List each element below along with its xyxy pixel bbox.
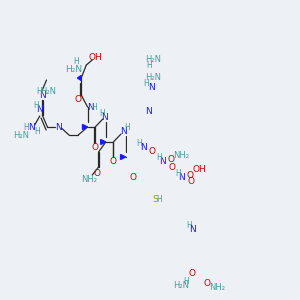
Text: O: O bbox=[187, 170, 194, 179]
Polygon shape bbox=[178, 200, 184, 205]
Text: O: O bbox=[94, 169, 101, 178]
Text: H: H bbox=[33, 100, 39, 109]
Text: N: N bbox=[146, 107, 152, 116]
Text: O: O bbox=[149, 148, 156, 157]
Text: H: H bbox=[143, 79, 149, 88]
Text: H: H bbox=[186, 221, 192, 230]
Text: H: H bbox=[156, 196, 162, 205]
Text: H: H bbox=[36, 86, 42, 95]
Text: N: N bbox=[190, 226, 196, 235]
Text: H: H bbox=[99, 109, 105, 118]
Polygon shape bbox=[82, 124, 88, 130]
Text: N: N bbox=[120, 128, 127, 136]
Text: H: H bbox=[136, 139, 142, 148]
Text: H: H bbox=[124, 124, 130, 133]
Text: S: S bbox=[153, 196, 159, 205]
Polygon shape bbox=[121, 154, 126, 160]
Text: N: N bbox=[148, 82, 154, 91]
Text: H: H bbox=[23, 124, 29, 133]
Text: H: H bbox=[175, 169, 181, 178]
Polygon shape bbox=[77, 76, 81, 80]
Text: N: N bbox=[87, 103, 94, 112]
Text: H₂N: H₂N bbox=[13, 131, 29, 140]
Text: O: O bbox=[168, 163, 175, 172]
Text: N: N bbox=[159, 158, 166, 166]
Text: H₂N: H₂N bbox=[40, 86, 56, 95]
Text: O: O bbox=[92, 143, 99, 152]
Text: H: H bbox=[146, 61, 152, 70]
Text: NH₂: NH₂ bbox=[209, 284, 225, 292]
Text: OH: OH bbox=[89, 52, 103, 62]
Text: N: N bbox=[36, 106, 43, 115]
Text: H: H bbox=[156, 154, 161, 163]
Text: H: H bbox=[183, 277, 189, 286]
Text: N: N bbox=[178, 172, 185, 182]
Text: H: H bbox=[34, 128, 40, 136]
Text: H₂N: H₂N bbox=[146, 74, 162, 82]
Text: H: H bbox=[74, 58, 80, 67]
Text: N: N bbox=[39, 91, 46, 100]
Text: N: N bbox=[28, 124, 35, 133]
Text: O: O bbox=[188, 178, 195, 187]
Text: O: O bbox=[204, 278, 211, 287]
Text: OH: OH bbox=[193, 166, 207, 175]
Polygon shape bbox=[159, 184, 164, 190]
Text: O: O bbox=[130, 172, 137, 182]
Text: H₂N: H₂N bbox=[64, 65, 82, 74]
Text: N: N bbox=[101, 112, 108, 122]
Text: H₂N: H₂N bbox=[173, 280, 190, 290]
Text: H: H bbox=[91, 103, 97, 112]
Polygon shape bbox=[140, 169, 145, 175]
Text: O: O bbox=[188, 268, 195, 278]
Text: O: O bbox=[167, 155, 174, 164]
Text: N: N bbox=[140, 142, 146, 152]
Text: NH₂: NH₂ bbox=[173, 151, 189, 160]
Text: NH₂: NH₂ bbox=[81, 175, 97, 184]
Polygon shape bbox=[190, 253, 195, 257]
Text: H₂N: H₂N bbox=[146, 56, 162, 64]
Text: O: O bbox=[110, 158, 117, 166]
Text: O: O bbox=[75, 94, 82, 103]
Text: N: N bbox=[55, 122, 62, 131]
Polygon shape bbox=[101, 140, 106, 145]
